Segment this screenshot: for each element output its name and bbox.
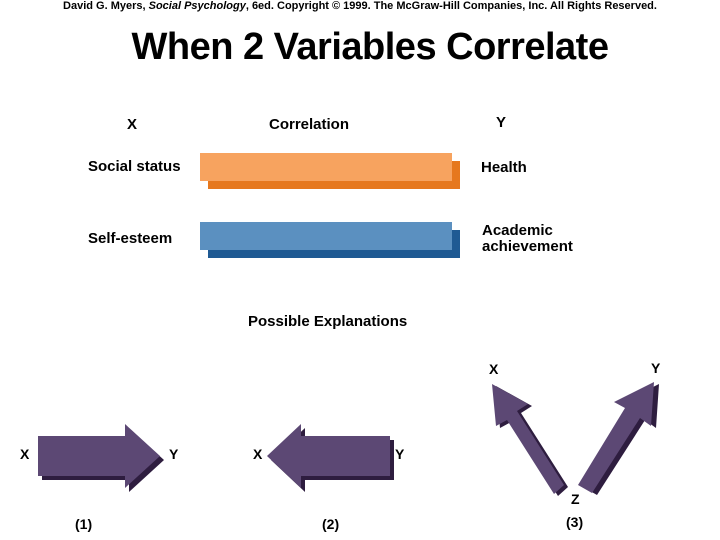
arrow-1-right-arrow <box>38 424 160 488</box>
row-self-esteem-y-label: Academic achievement <box>482 222 573 255</box>
arrow-3-x-label: X <box>489 361 499 377</box>
arrow-3-left-arrow <box>492 384 564 494</box>
page-title: When 2 Variables Correlate <box>131 26 609 68</box>
arrow-3-z-label: Z <box>571 491 580 507</box>
column-header-correlation: Correlation <box>269 116 350 133</box>
column-header-x: X <box>127 116 138 133</box>
correlation-bar-self-esteem <box>200 222 460 258</box>
explanation-3-number: (3) <box>566 514 584 530</box>
row-social-status-x-label: Social status <box>88 158 181 175</box>
correlation-bar-social-status <box>200 153 460 189</box>
arrow-2-x-label: X <box>253 446 263 462</box>
copyright-author: David G. Myers, <box>63 0 149 12</box>
explanation-1-number: (1) <box>75 516 93 532</box>
copyright-rest: , 6ed. Copyright © 1999. The McGraw-Hill… <box>245 0 657 12</box>
arrow-1-x-label: X <box>20 446 30 462</box>
copyright-book: Social Psychology <box>148 0 246 12</box>
arrow-3-y-label: Y <box>651 360 661 376</box>
row-social-status-y-label: Health <box>481 159 527 176</box>
arrow-3-right-arrow <box>578 382 654 493</box>
correlation-bar-front <box>200 222 452 250</box>
explanations-heading: Possible Explanations <box>248 313 408 330</box>
arrow-2-left-arrow <box>267 424 390 488</box>
row-self-esteem-x-label: Self-esteem <box>88 230 173 247</box>
copyright-line: David G. Myers, Social Psychology, 6ed. … <box>0 0 720 12</box>
explanation-2-number: (2) <box>322 516 340 532</box>
arrow-1-y-label: Y <box>169 446 179 462</box>
column-header-y: Y <box>496 114 507 131</box>
arrow-2-y-label: Y <box>395 446 405 462</box>
correlation-bar-front <box>200 153 452 181</box>
